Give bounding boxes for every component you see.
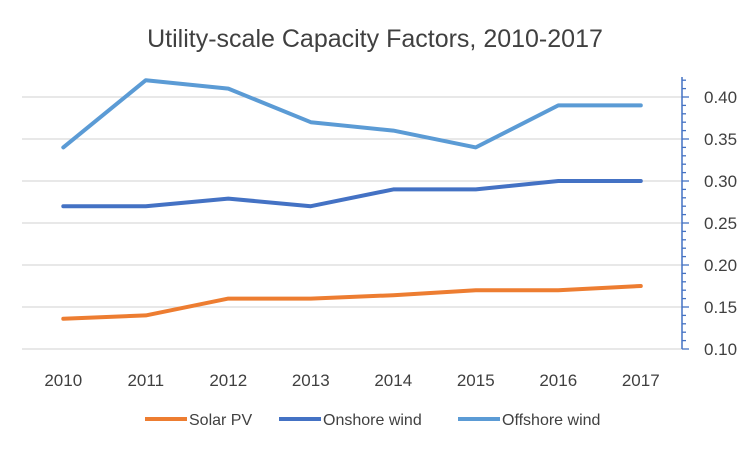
y-tick-labels: 0.10 0.15 0.20 0.25 0.30 0.35 0.40: [704, 88, 737, 359]
series-lines: [61, 78, 643, 321]
x-tick-label-7: 2017: [622, 371, 660, 390]
y-tick-label-3: 0.25: [704, 214, 737, 233]
right-y-axis: [681, 77, 689, 350]
legend-label-2: Offshore wind: [502, 412, 600, 429]
series-line-onshore-wind: [61, 179, 643, 209]
y-tick-label-6: 0.40: [704, 88, 737, 107]
x-tick-label-2: 2012: [209, 371, 247, 390]
x-tick-label-4: 2014: [374, 371, 412, 390]
legend-label-0: Solar PV: [189, 412, 252, 429]
x-tick-labels: 2010 2011 2012 2013 2014 2015 2016 2017: [44, 371, 659, 390]
series-line-solar-pv: [61, 284, 643, 321]
y-tick-label-5: 0.35: [704, 130, 737, 149]
x-tick-label-6: 2016: [539, 371, 577, 390]
x-tick-label-3: 2013: [292, 371, 330, 390]
x-tick-label-0: 2010: [44, 371, 82, 390]
y-tick-label-2: 0.20: [704, 256, 737, 275]
gridlines: [22, 96, 682, 350]
x-tick-label-5: 2015: [457, 371, 495, 390]
legend: Solar PV Onshore wind Offshore wind: [145, 412, 600, 429]
chart-title: Utility-scale Capacity Factors, 2010-201…: [147, 25, 603, 53]
legend-label-1: Onshore wind: [323, 412, 422, 429]
series-line-offshore-wind: [61, 78, 643, 150]
y-tick-label-0: 0.10: [704, 340, 737, 359]
y-tick-label-4: 0.30: [704, 172, 737, 191]
x-tick-label-1: 2011: [127, 371, 164, 390]
y-tick-label-1: 0.15: [704, 298, 737, 317]
